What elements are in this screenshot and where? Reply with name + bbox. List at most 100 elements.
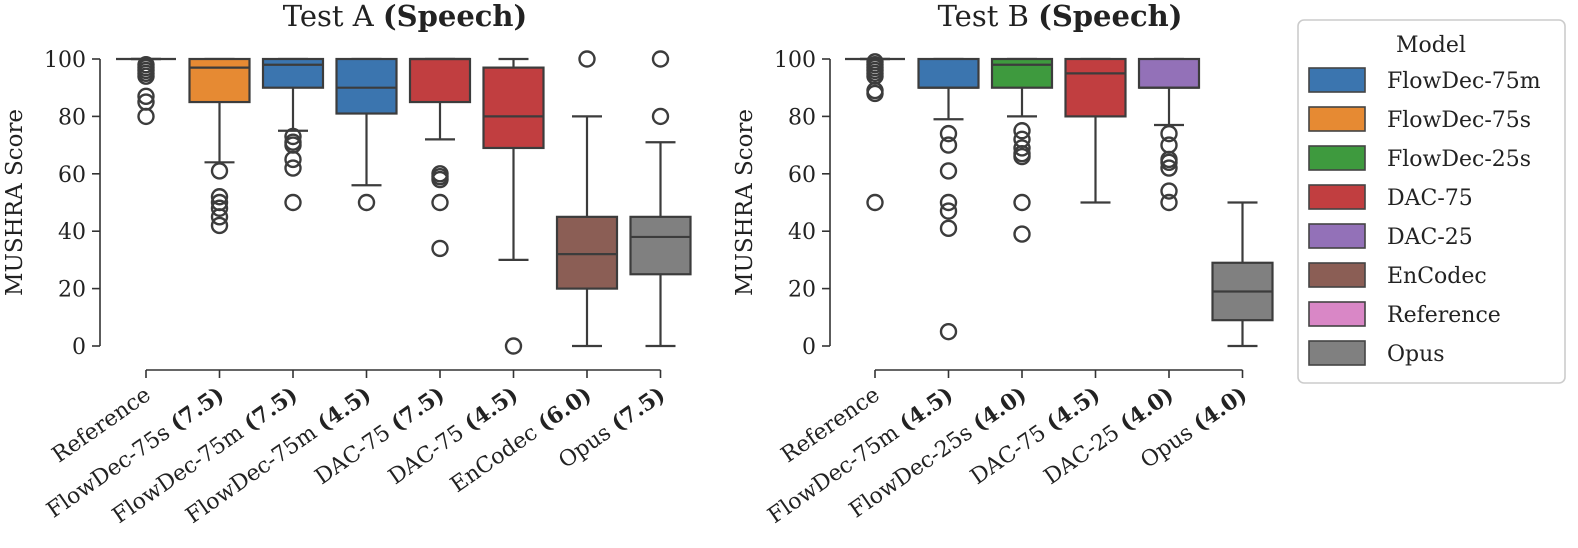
outlier-point bbox=[1160, 159, 1178, 177]
outlier-point bbox=[357, 193, 376, 212]
outlier-point bbox=[939, 202, 958, 220]
legend-swatch bbox=[1308, 262, 1366, 288]
legend: Model FlowDec-75m FlowDec-75s FlowDec-25s DA… bbox=[1297, 19, 1566, 384]
outlier-point bbox=[284, 193, 302, 212]
box-iqr bbox=[555, 215, 619, 290]
y-tick-label: 40 bbox=[788, 220, 816, 245]
chart-title-bold: (Speech) bbox=[383, 0, 527, 33]
y-axis-label: MUSHRA Score bbox=[2, 109, 28, 296]
x-tick-label: DAC-75 (7.5) bbox=[310, 382, 449, 490]
x-tick-label-bold: (4.5) bbox=[1042, 382, 1105, 437]
y-axis-label: MUSHRA Score bbox=[732, 109, 758, 296]
legend-label: FlowDec-25s bbox=[1387, 147, 1531, 172]
x-tick-label-name: FlowDec-25s bbox=[845, 420, 977, 523]
box-iqr bbox=[408, 57, 472, 104]
x-tick-label-name: Opus bbox=[1136, 420, 1198, 474]
legend-label: Opus bbox=[1387, 342, 1445, 367]
x-tick-label-name: Opus bbox=[554, 420, 616, 474]
x-tick-label-bold: (7.5) bbox=[239, 382, 302, 437]
outlier-point bbox=[939, 193, 958, 212]
legend-swatch bbox=[1308, 184, 1366, 210]
legend-label: Reference bbox=[1387, 303, 1501, 328]
legend-swatch bbox=[1308, 145, 1366, 171]
outlier-point bbox=[1013, 147, 1031, 166]
x-tick-label-bold: (4.5) bbox=[313, 382, 376, 437]
x-tick-label-bold: (4.0) bbox=[968, 382, 1031, 437]
panel-a: Test A (Speech)MUSHRA Score020406080100R… bbox=[2, 0, 692, 529]
legend-entry: Opus bbox=[1308, 340, 1445, 367]
box-flowdec-75s bbox=[188, 57, 251, 235]
legend-entry: DAC-25 bbox=[1308, 223, 1473, 250]
outlier-point bbox=[210, 199, 229, 217]
y-tick-label: 100 bbox=[774, 48, 816, 73]
box-flowdec-75m bbox=[917, 57, 980, 341]
y-tick-label: 80 bbox=[788, 105, 816, 130]
outlier-point bbox=[939, 124, 958, 143]
outlier-point bbox=[1013, 139, 1031, 157]
x-tick-label-bold: (4.0) bbox=[1189, 382, 1252, 437]
outlier-point bbox=[1160, 193, 1178, 212]
x-tick-label-bold: (7.5) bbox=[166, 382, 229, 437]
outlier-point bbox=[1160, 182, 1178, 200]
panel-b: Test B (Speech)MUSHRA Score020406080100R… bbox=[732, 0, 1274, 529]
box-iqr bbox=[261, 57, 325, 89]
outlier-point bbox=[866, 84, 884, 103]
outlier-point bbox=[939, 162, 958, 180]
outlier-point bbox=[137, 107, 155, 126]
legend-label: DAC-75 bbox=[1387, 186, 1473, 211]
x-tick-label-bold: (4.0) bbox=[1115, 382, 1178, 437]
outlier-point bbox=[210, 162, 229, 180]
chart-title-text: Test B bbox=[938, 0, 1039, 33]
chart-title: Test B (Speech) bbox=[938, 0, 1183, 33]
box-dac-75 bbox=[1064, 57, 1127, 204]
y-tick-label: 60 bbox=[58, 163, 86, 188]
outlier-point bbox=[939, 136, 958, 154]
legend-label: EnCodec bbox=[1387, 264, 1487, 289]
legend-swatch bbox=[1308, 67, 1366, 93]
legend-label: FlowDec-75m bbox=[1387, 69, 1541, 94]
box-iqr bbox=[188, 57, 251, 104]
box-iqr bbox=[629, 215, 692, 276]
outlier-point bbox=[431, 239, 449, 258]
legend-entry: DAC-75 bbox=[1308, 184, 1473, 211]
y-tick-label: 100 bbox=[44, 48, 86, 73]
y-tick-label: 80 bbox=[58, 105, 86, 130]
x-tick-label-bold: (4.5) bbox=[895, 382, 958, 437]
box-dac-75 bbox=[482, 57, 545, 355]
outlier-point bbox=[137, 67, 155, 85]
outlier-point bbox=[939, 322, 958, 341]
outlier-point bbox=[210, 188, 229, 206]
outlier-point bbox=[866, 193, 884, 212]
box-opus bbox=[1211, 201, 1274, 348]
outlier-point bbox=[1160, 153, 1178, 172]
box-iqr bbox=[1064, 57, 1127, 118]
x-tick-label-bold: (4.5) bbox=[460, 382, 523, 437]
box-iqr bbox=[990, 57, 1054, 89]
box-iqr bbox=[482, 66, 545, 150]
legend-title: Model bbox=[1396, 33, 1466, 58]
outlier-point bbox=[210, 216, 229, 235]
outlier-point bbox=[1013, 225, 1031, 243]
y-tick-label: 0 bbox=[802, 335, 816, 360]
x-tick-label: DAC-25 (4.0) bbox=[1039, 382, 1178, 490]
x-tick-label-bold: (6.0) bbox=[533, 382, 596, 437]
legend-entry: FlowDec-25s bbox=[1308, 145, 1531, 172]
outlier-point bbox=[651, 107, 670, 126]
outlier-point bbox=[284, 127, 302, 146]
box-iqr bbox=[1137, 57, 1201, 89]
box-flowdec-75m bbox=[335, 57, 398, 212]
box-flowdec-25s bbox=[990, 57, 1054, 243]
box-encodec bbox=[555, 50, 619, 348]
legend-label: DAC-25 bbox=[1387, 225, 1473, 250]
legend-swatch bbox=[1308, 340, 1366, 366]
box-reference bbox=[845, 53, 905, 212]
box-flowdec-75m bbox=[261, 57, 325, 212]
outlier-point bbox=[939, 219, 958, 238]
box-reference bbox=[116, 56, 176, 126]
outlier-point bbox=[1160, 124, 1178, 143]
legend-swatch bbox=[1308, 223, 1366, 249]
box-opus bbox=[629, 50, 692, 348]
outlier-point bbox=[1160, 136, 1178, 154]
legend-entry: Reference bbox=[1308, 301, 1501, 328]
outlier-point bbox=[431, 170, 449, 189]
